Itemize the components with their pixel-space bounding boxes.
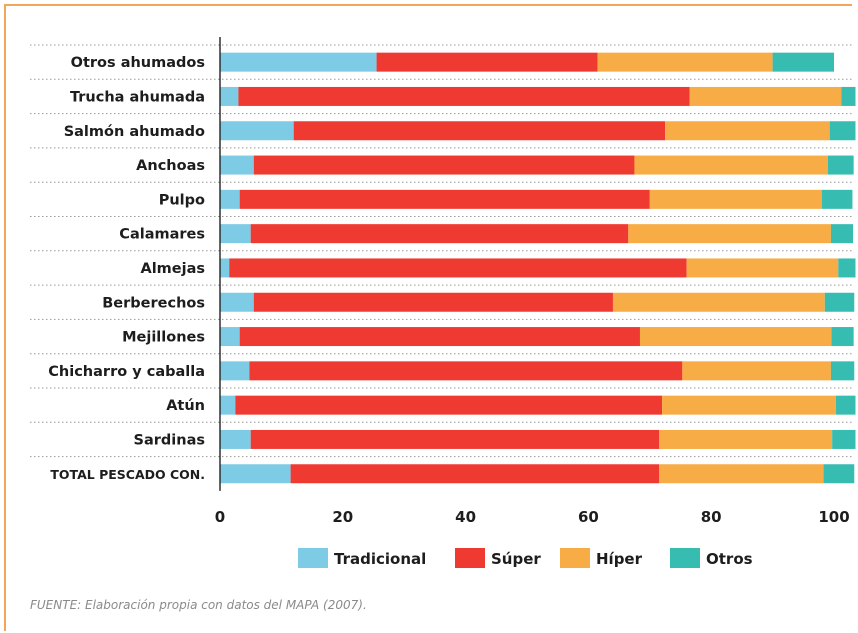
bar-hiper <box>662 395 836 415</box>
bar-tradicional <box>220 52 377 72</box>
bar-otros <box>772 52 834 72</box>
category-label: Otros ahumados <box>71 55 205 71</box>
bar-super <box>253 155 635 175</box>
legend-label: Súper <box>491 550 541 568</box>
bar-super <box>239 189 650 209</box>
legend-swatch <box>670 548 700 568</box>
bar-tradicional <box>220 327 240 347</box>
category-label: Sardinas <box>134 432 205 448</box>
bar-hiper <box>612 292 825 312</box>
category-label: Calamares <box>119 227 205 243</box>
bar-tradicional <box>220 155 254 175</box>
bar-super <box>249 361 683 381</box>
bar-super <box>235 395 663 415</box>
bar-otros <box>821 189 853 209</box>
bar-super <box>238 86 690 106</box>
bar-hiper <box>597 52 773 72</box>
bar-otros <box>829 121 856 141</box>
bar-hiper <box>659 464 824 484</box>
category-label: TOTAL PESCADO CON. <box>50 467 205 482</box>
category-label: Chicharro y caballa <box>48 364 205 380</box>
bar-hiper <box>682 361 831 381</box>
bar-hiper <box>659 429 833 449</box>
bar-otros <box>835 395 856 415</box>
legend-swatch <box>298 548 328 568</box>
category-label: Trucha ahumada <box>70 89 205 105</box>
bar-otros <box>838 258 856 278</box>
bar-tradicional <box>220 121 294 141</box>
bar-super <box>290 464 660 484</box>
category-label: Mejillones <box>122 330 205 346</box>
category-label: Atún <box>166 398 205 414</box>
bar-hiper <box>665 121 830 141</box>
bar-hiper <box>639 327 832 347</box>
source-note: FUENTE: Elaboración propia con datos del… <box>30 598 367 612</box>
legend-swatch <box>560 548 590 568</box>
bar-tradicional <box>220 361 250 381</box>
x-tick-label: 20 <box>332 508 353 526</box>
bar-hiper <box>628 224 831 244</box>
bar-tradicional <box>220 464 291 484</box>
bar-tradicional <box>220 86 239 106</box>
bar-otros <box>830 361 855 381</box>
bar-otros <box>841 86 856 106</box>
bar-otros <box>830 224 854 244</box>
bar-super <box>239 327 640 347</box>
chart-frame <box>4 4 852 631</box>
bar-tradicional <box>220 292 254 312</box>
x-tick-label: 40 <box>455 508 476 526</box>
bar-tradicional <box>220 258 230 278</box>
bar-super <box>250 224 629 244</box>
bar-otros <box>827 155 854 175</box>
bar-super <box>253 292 613 312</box>
bar-otros <box>832 429 856 449</box>
legend-label: Otros <box>706 550 753 568</box>
bar-tradicional <box>220 224 251 244</box>
category-label: Pulpo <box>159 192 205 208</box>
category-label: Almejas <box>140 261 205 277</box>
bar-tradicional <box>220 189 240 209</box>
bar-hiper <box>689 86 842 106</box>
category-label: Berberechos <box>102 295 205 311</box>
bar-super <box>229 258 687 278</box>
category-label: Anchoas <box>136 158 205 174</box>
bar-super <box>376 52 598 72</box>
bar-hiper <box>686 258 839 278</box>
legend-swatch <box>455 548 485 568</box>
legend-label: Tradicional <box>334 550 426 568</box>
bar-hiper <box>649 189 822 209</box>
x-tick-label: 100 <box>818 508 849 526</box>
x-tick-label: 0 <box>215 508 225 526</box>
bar-otros <box>831 327 854 347</box>
legend-label: Híper <box>596 550 643 568</box>
bar-hiper <box>634 155 828 175</box>
x-tick-label: 60 <box>578 508 599 526</box>
bar-otros <box>823 464 855 484</box>
x-tick-label: 80 <box>701 508 722 526</box>
bar-otros <box>824 292 855 312</box>
bar-tradicional <box>220 429 251 449</box>
category-label: Salmón ahumado <box>64 124 205 140</box>
bar-tradicional <box>220 395 236 415</box>
bar-super <box>250 429 660 449</box>
bar-super <box>293 121 666 141</box>
